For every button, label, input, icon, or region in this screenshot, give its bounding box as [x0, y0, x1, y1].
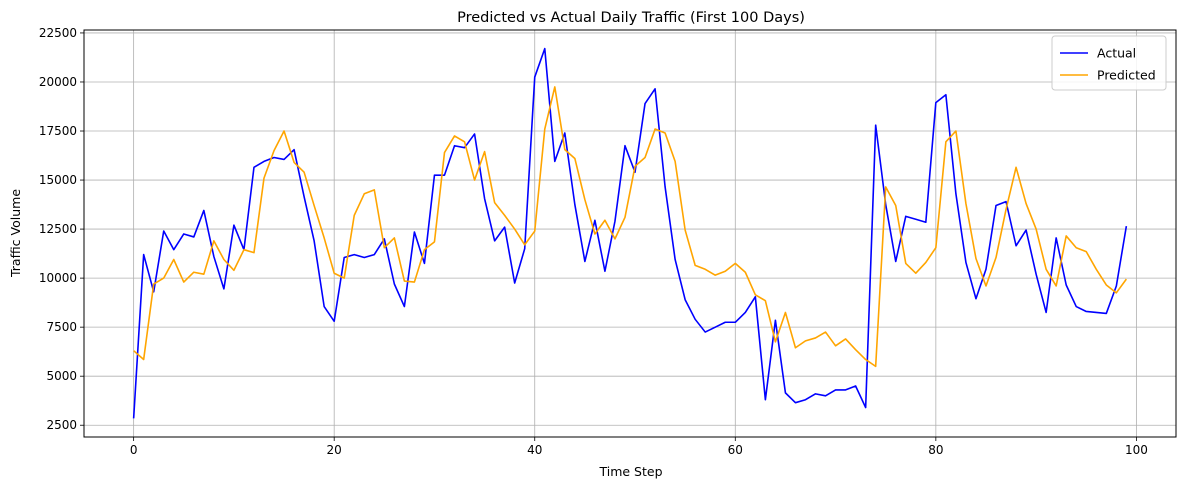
x-tick-label: 100 — [1125, 443, 1148, 457]
y-tick-label: 10000 — [39, 271, 77, 285]
plot-frame — [83, 29, 1177, 438]
legend-label-actual: Actual — [1097, 46, 1136, 61]
y-tick-label: 20000 — [39, 75, 77, 89]
x-tick-label: 20 — [327, 443, 342, 457]
y-tick-label: 2500 — [46, 418, 77, 432]
legend-label-predicted: Predicted — [1097, 68, 1156, 83]
x-axis-label: Time Step — [598, 464, 662, 479]
y-tick-label: 15000 — [39, 173, 77, 187]
y-tick-label: 12500 — [39, 222, 77, 236]
legend-box — [1051, 35, 1167, 91]
x-tick-label: 0 — [130, 443, 138, 457]
series-line-actual — [132, 47, 1128, 419]
x-tick-label: 80 — [928, 443, 943, 457]
y-axis-label: Traffic Volume — [8, 189, 23, 278]
legend: Actual Predicted — [1051, 35, 1167, 91]
y-tick-label: 17500 — [39, 124, 77, 138]
x-tick-label: 40 — [527, 443, 542, 457]
series-line-predicted — [133, 86, 1128, 368]
series-lines — [132, 47, 1128, 419]
y-axis-ticks: 2500 5000 7500 10000 12500 15000 17500 20000 225… — [39, 26, 84, 432]
x-tick-label: 60 — [728, 443, 743, 457]
chart-title: Predicted vs Actual Daily Traffic (First… — [457, 10, 805, 26]
gridlines — [84, 30, 1176, 437]
y-tick-label: 22500 — [39, 26, 77, 40]
y-tick-label: 5000 — [46, 369, 77, 383]
x-axis-ticks: 0 20 40 60 80 100 — [130, 437, 1148, 457]
y-tick-label: 7500 — [46, 320, 77, 334]
